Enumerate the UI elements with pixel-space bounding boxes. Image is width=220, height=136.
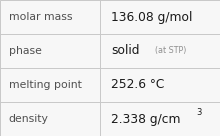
Text: density: density xyxy=(9,114,49,124)
Text: 2.338 g/cm: 2.338 g/cm xyxy=(111,112,181,126)
Text: 252.6 °C: 252.6 °C xyxy=(111,78,165,92)
Text: melting point: melting point xyxy=(9,80,82,90)
Text: molar mass: molar mass xyxy=(9,12,72,22)
Text: 3: 3 xyxy=(196,108,201,117)
Text: (at STP): (at STP) xyxy=(155,47,187,55)
Text: phase: phase xyxy=(9,46,42,56)
Text: solid: solid xyxy=(111,44,140,58)
Text: 136.08 g/mol: 136.08 g/mol xyxy=(111,10,192,24)
